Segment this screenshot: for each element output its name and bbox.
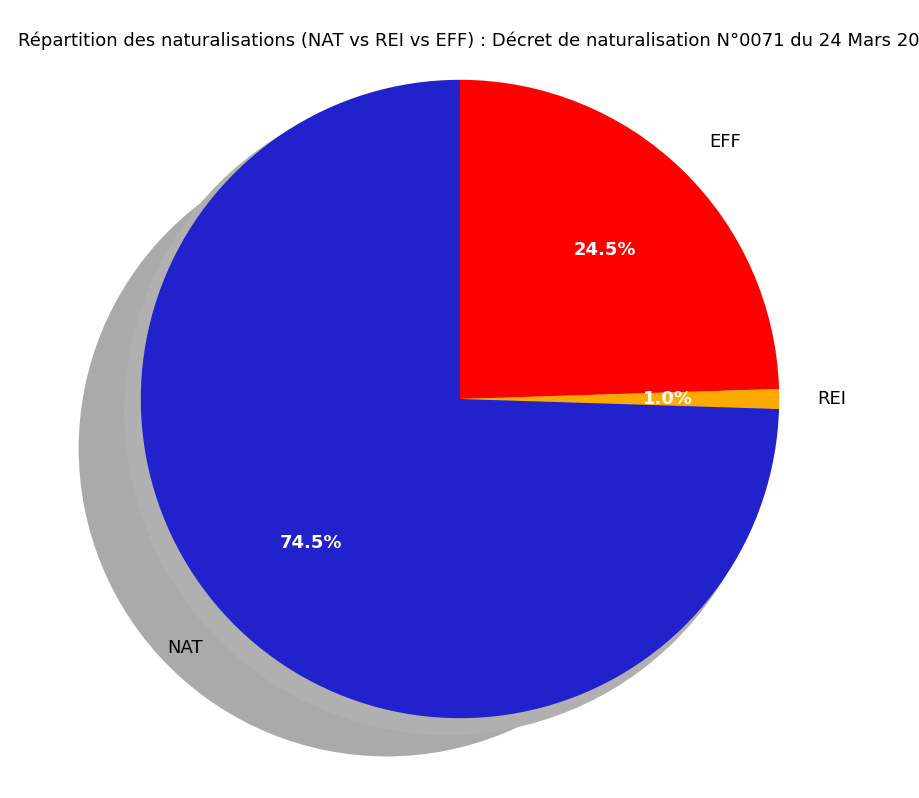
- Text: Répartition des naturalisations (NAT vs REI vs EFF) : Décret de naturalisation N: Répartition des naturalisations (NAT vs …: [18, 32, 919, 50]
- Wedge shape: [460, 389, 778, 409]
- Circle shape: [125, 89, 769, 734]
- Text: EFF: EFF: [708, 133, 740, 152]
- Text: 1.0%: 1.0%: [641, 390, 692, 408]
- Text: NAT: NAT: [167, 638, 203, 657]
- Text: REI: REI: [817, 390, 845, 408]
- Wedge shape: [460, 80, 778, 399]
- Wedge shape: [141, 80, 778, 718]
- Text: 24.5%: 24.5%: [573, 241, 635, 259]
- Text: 74.5%: 74.5%: [279, 535, 342, 552]
